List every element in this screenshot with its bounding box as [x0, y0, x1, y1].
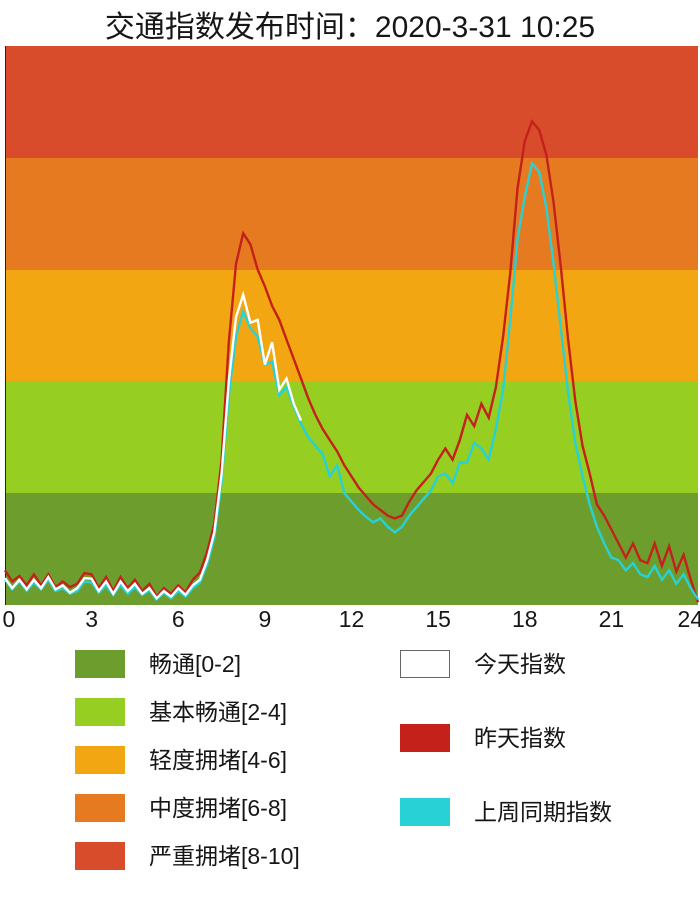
- series-today: [5, 295, 301, 599]
- legend-swatch: [75, 698, 125, 726]
- x-tick: 21: [599, 606, 625, 633]
- legend-swatch: [75, 842, 125, 870]
- legend-swatch: [400, 798, 450, 826]
- legend-row: 严重拥堵[8-10]: [75, 842, 375, 890]
- x-tick: 18: [512, 606, 538, 633]
- legend-label: 轻度拥堵[4-6]: [149, 746, 287, 774]
- legend-swatch: [75, 794, 125, 822]
- legend-row: 轻度拥堵[4-6]: [75, 746, 375, 794]
- legend: 畅通[0-2] 基本畅通[2-4] 轻度拥堵[4-6] 中度拥堵[6-8] 严重拥堵[8…: [0, 650, 700, 910]
- legend-swatch: [75, 746, 125, 774]
- series-yesterday: [5, 122, 698, 603]
- legend-label: 严重拥堵[8-10]: [149, 842, 300, 870]
- x-axis-ticks: 0 3 6 9 12 15 18 21 24: [5, 606, 698, 636]
- x-tick: 12: [339, 606, 365, 633]
- legend-label: 今天指数: [474, 650, 566, 678]
- legend-series: 今天指数昨天指数上周同期指数: [400, 650, 680, 872]
- series-last_week: [5, 163, 698, 599]
- legend-label: 昨天指数: [474, 724, 566, 752]
- legend-row: 基本畅通[2-4]: [75, 698, 375, 746]
- root: 交通指数发布时间：2020-3-31 10:25 03691215182124 …: [0, 0, 700, 911]
- legend-swatch: [400, 650, 450, 678]
- legend-row: 中度拥堵[6-8]: [75, 794, 375, 842]
- traffic-chart: 0 3 6 9 12 15 18 21 24: [0, 46, 700, 631]
- plot-svg: [0, 46, 700, 641]
- x-tick: 15: [425, 606, 451, 633]
- legend-label: 基本畅通[2-4]: [149, 698, 287, 726]
- legend-label: 中度拥堵[6-8]: [149, 794, 287, 822]
- legend-row: 昨天指数: [400, 724, 680, 798]
- x-tick: 24: [678, 606, 700, 633]
- legend-swatch: [75, 650, 125, 678]
- legend-bands: 畅通[0-2] 基本畅通[2-4] 轻度拥堵[4-6] 中度拥堵[6-8] 严重拥堵[8…: [75, 650, 375, 890]
- legend-row: 今天指数: [400, 650, 680, 724]
- x-tick: 3: [85, 606, 98, 633]
- legend-label: 上周同期指数: [474, 798, 612, 826]
- legend-swatch: [400, 724, 450, 752]
- legend-row: 上周同期指数: [400, 798, 680, 872]
- legend-row: 畅通[0-2]: [75, 650, 375, 698]
- x-tick: 0: [2, 606, 15, 633]
- x-tick: 6: [172, 606, 185, 633]
- legend-label: 畅通[0-2]: [149, 650, 241, 678]
- chart-title: 交通指数发布时间：2020-3-31 10:25: [0, 2, 700, 46]
- x-tick: 9: [258, 606, 271, 633]
